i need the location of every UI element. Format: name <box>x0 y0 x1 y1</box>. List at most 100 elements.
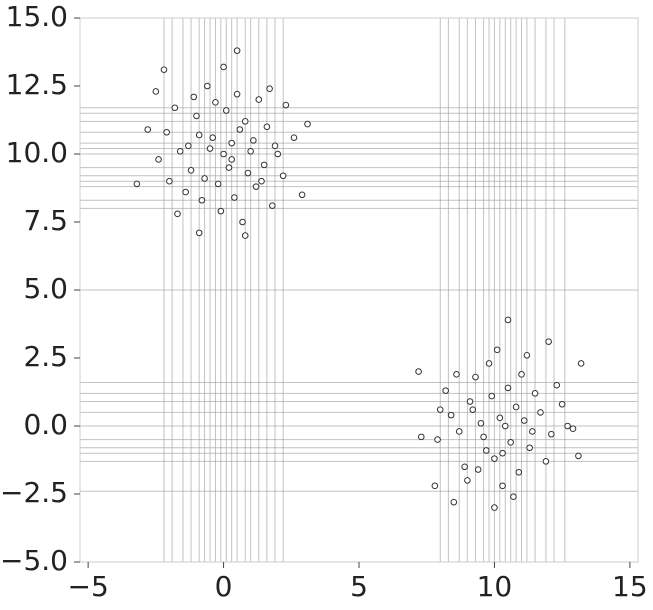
point <box>133 180 141 188</box>
point <box>436 406 444 413</box>
point <box>499 449 506 457</box>
point <box>469 406 477 413</box>
y-tick-label: 15.0 <box>6 0 68 33</box>
point <box>166 177 173 185</box>
point <box>575 452 582 460</box>
point <box>542 458 550 465</box>
point <box>195 229 203 237</box>
point <box>450 498 458 506</box>
point <box>187 167 195 174</box>
point <box>201 175 208 182</box>
x-tick-label: 15 <box>612 570 648 603</box>
point <box>520 417 528 424</box>
point <box>174 210 181 218</box>
y-tick-label: 5.0 <box>23 272 68 305</box>
point <box>499 482 506 490</box>
point <box>190 93 198 101</box>
point <box>247 147 254 155</box>
point <box>504 384 512 392</box>
point <box>271 142 279 150</box>
point <box>480 433 487 441</box>
point <box>504 316 512 324</box>
y-tick-label: 12.5 <box>6 68 68 101</box>
point <box>241 232 249 239</box>
point <box>464 477 471 484</box>
point <box>418 433 425 441</box>
point <box>160 66 168 73</box>
point <box>415 368 422 375</box>
point <box>220 150 227 158</box>
point <box>260 161 268 169</box>
point <box>515 468 523 476</box>
point <box>507 439 514 446</box>
point <box>231 194 238 201</box>
point <box>564 422 571 430</box>
point <box>176 147 184 155</box>
y-tick-label: 2.5 <box>23 340 68 373</box>
point <box>152 88 160 95</box>
point <box>491 455 498 462</box>
point <box>493 346 501 354</box>
point <box>461 463 468 471</box>
point <box>304 120 311 128</box>
x-tick-label: 10 <box>477 570 513 603</box>
point <box>491 504 498 511</box>
point <box>510 493 517 501</box>
point <box>518 371 525 378</box>
y-tick-label: −5.0 <box>0 544 68 577</box>
point <box>252 183 260 190</box>
point <box>195 131 203 139</box>
point <box>228 156 235 163</box>
point <box>193 112 200 120</box>
point <box>182 188 189 196</box>
point <box>255 96 263 103</box>
y-tick-label: −2.5 <box>0 476 68 509</box>
point <box>569 425 577 433</box>
point <box>474 466 482 473</box>
point <box>258 177 265 185</box>
x-tick-label: −5 <box>67 570 108 603</box>
point <box>239 218 246 226</box>
point <box>233 47 241 54</box>
point <box>209 134 217 141</box>
point <box>485 360 493 367</box>
point <box>431 482 439 490</box>
point <box>442 387 449 394</box>
point <box>466 398 474 405</box>
point <box>512 403 520 411</box>
y-tick-label: 0.0 <box>23 408 68 441</box>
x-tick-label: 5 <box>350 570 368 603</box>
point <box>447 411 455 419</box>
point <box>537 409 544 416</box>
point <box>204 82 211 90</box>
point <box>298 191 306 199</box>
point <box>163 128 170 136</box>
point <box>212 99 219 106</box>
point <box>269 202 276 209</box>
point <box>171 104 179 112</box>
point <box>282 101 290 109</box>
point <box>531 390 539 397</box>
point <box>263 123 271 131</box>
point <box>434 436 441 443</box>
point <box>274 150 282 158</box>
point <box>185 142 192 150</box>
point <box>577 360 585 367</box>
point <box>144 126 152 133</box>
point <box>214 180 222 188</box>
point <box>548 430 555 438</box>
point <box>501 422 509 430</box>
point <box>523 351 531 359</box>
point <box>155 156 162 163</box>
point <box>290 134 298 141</box>
point <box>266 85 273 93</box>
point <box>472 373 479 381</box>
x-tick-label: 0 <box>215 570 233 603</box>
point <box>529 428 536 435</box>
point <box>198 196 206 204</box>
point <box>233 90 241 98</box>
point <box>236 126 244 133</box>
point <box>225 164 233 171</box>
point <box>244 169 252 177</box>
